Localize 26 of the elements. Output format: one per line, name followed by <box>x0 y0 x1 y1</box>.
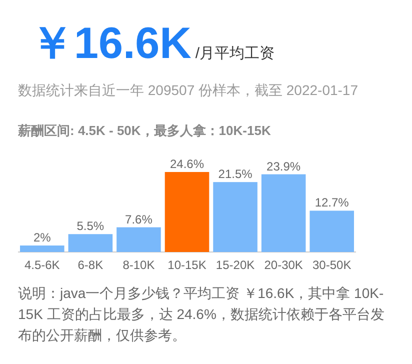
data-label: 2% <box>33 230 52 244</box>
chart-subtitle: /月平均工资 <box>195 45 275 62</box>
data-label: 21.5% <box>218 167 253 182</box>
data-label: 12.7% <box>314 196 350 210</box>
x-tick-label: 30-50K <box>312 258 352 272</box>
x-tick-label: 6-8K <box>78 258 104 272</box>
data-label: 23.9% <box>266 159 301 174</box>
bar <box>310 210 354 252</box>
data-label: 7.6% <box>125 212 153 226</box>
data-label: 5.5% <box>76 219 104 234</box>
x-tick-label: 8-10K <box>122 258 155 272</box>
text: 数据统计来自近一年 209507 份样本，截至 2022-01-17 <box>18 82 358 100</box>
bar <box>261 174 306 252</box>
x-tick-label: 15-20K <box>216 258 255 272</box>
x-tick-label: 20-30K <box>264 258 303 272</box>
bar <box>68 234 113 252</box>
data-label: 24.6% <box>170 157 204 171</box>
chart-title: ￥16.6K <box>30 19 192 68</box>
text: 薪酬区间: 4.5K - 50K，最多人拿：10K-15K <box>18 122 271 140</box>
bar <box>116 227 161 252</box>
bar <box>20 245 64 252</box>
bar <box>213 182 258 252</box>
text: 说明：java一个月多少钱？平均工资 ￥16.6K，其中拿 10K-15K 工资的占比最多，达 24.6%，数据统计依赖于各平台发布的公开薪酬，仅供参考。 <box>18 284 386 345</box>
x-tick-label: 4.5-6K <box>24 258 60 272</box>
x-tick-label: 10-15K <box>168 258 206 272</box>
bar <box>164 172 210 252</box>
